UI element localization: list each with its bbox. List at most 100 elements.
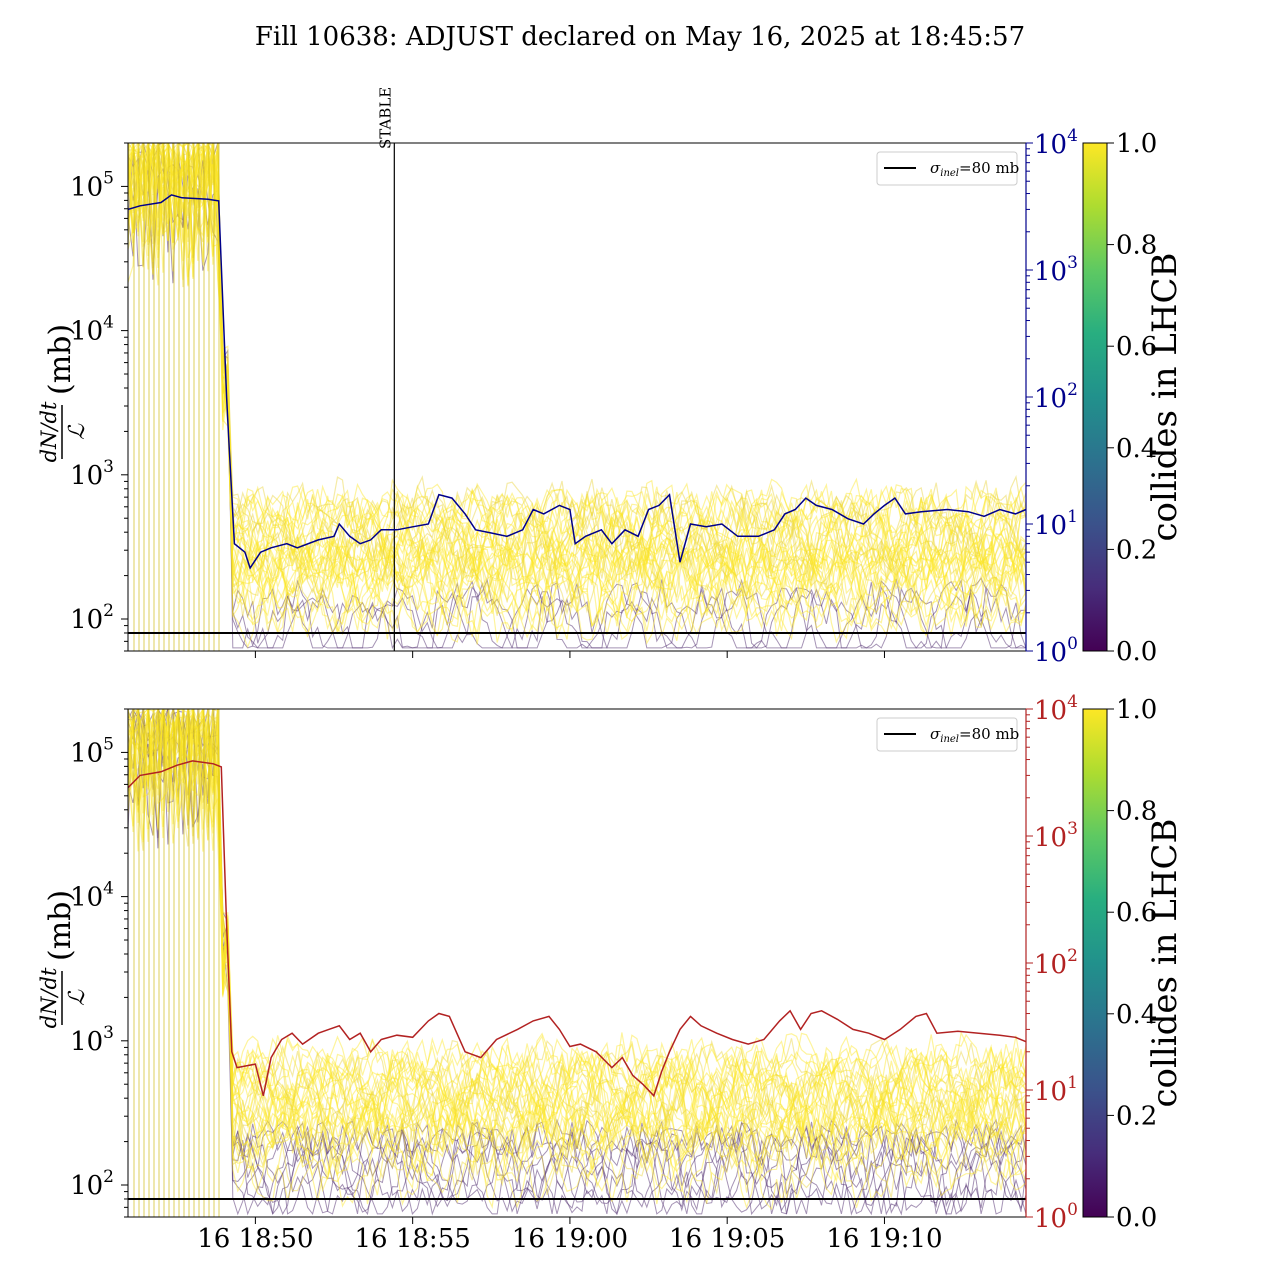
panel-top: STABLE 102 103 104 105 100 101 102 103 104 dN/d…: [37, 87, 1078, 668]
bunch-trace: [128, 144, 1026, 596]
right-axis-top: 100 101 102 103 104: [1026, 126, 1078, 668]
x-tick-label: 16 19:05: [669, 1224, 785, 1254]
y-axis-bottom: 102 103 104 105: [70, 708, 128, 1218]
bunch-trace: [128, 143, 1026, 586]
legend-text: σinel=80 mb: [930, 159, 1019, 179]
right-tick-label: 100: [1034, 1200, 1078, 1234]
bunch-trace: [128, 709, 1026, 1165]
bunch-trace: [128, 709, 1026, 1172]
legend-rest: =80 mb: [959, 725, 1019, 743]
colorbar-gradient: [1082, 142, 1108, 652]
bunch-trace: [128, 709, 1026, 1135]
bunch-trace: [128, 709, 1026, 1211]
legend-rest: =80 mb: [959, 159, 1019, 177]
right-series-firebrick: [128, 760, 1026, 1098]
bunch-trace: [128, 143, 1026, 617]
chart-title: Fill 10638: ADJUST declared on May 16, 2…: [255, 22, 1025, 52]
bunch-trace: [128, 709, 1026, 1158]
bunch-trace: [128, 143, 1026, 636]
colorbar-tick-label: 0.6: [1116, 332, 1157, 362]
x-axis-bottom: 16 18:50 16 18:55 16 19:00 16 19:05 16 19:10: [197, 1217, 943, 1254]
y-axis-top: 102 103 104 105: [70, 142, 128, 652]
legend-top: σinel=80 mb: [876, 151, 1019, 186]
legend-bottom: σinel=80 mb: [876, 717, 1019, 752]
legend-box: [876, 151, 1018, 186]
x-tick-label: 16 18:50: [197, 1224, 313, 1254]
bunch-trace: [128, 709, 1026, 1182]
bunch-trace: [128, 143, 1026, 603]
bunch-trace: [128, 709, 1026, 1152]
x-tick-label: 16 18:55: [355, 1224, 471, 1254]
bunch-trace: [128, 709, 1026, 1145]
legend-sigma: σ: [930, 159, 941, 177]
y-label-unit: (mb): [43, 324, 78, 395]
right-tick-label: 102: [1034, 946, 1078, 980]
bunch-trace: [128, 709, 1026, 1193]
bunch-trace: [128, 146, 1026, 585]
bunch-trace: [128, 709, 1026, 1216]
bunch-trace: [128, 143, 1026, 594]
colorbar-tick-label: 0.8: [1116, 797, 1157, 827]
bunch-trace: [128, 143, 1026, 581]
bunch-trace: [128, 143, 1026, 599]
right-tick-label: 103: [1034, 253, 1078, 287]
bunch-trace: [128, 143, 1026, 586]
bunch-trace: [128, 143, 1026, 638]
y-tick-label: 102: [70, 1167, 114, 1201]
colorbar-tick-label: 1.0: [1116, 129, 1157, 159]
bunch-trace: [128, 709, 1026, 1142]
colorbar-tick-label: 0.0: [1116, 637, 1157, 667]
colorbar-gradient: [1082, 708, 1108, 1218]
bunch-trace: [128, 709, 1026, 1216]
bunch-trace: [128, 709, 1026, 1216]
colorbar-tick-label: 0.4: [1116, 434, 1157, 464]
colorbar-label: collides in LHCB: [1145, 818, 1185, 1107]
bunch-trace: [128, 143, 1026, 627]
right-tick-label: 104: [1034, 692, 1078, 726]
colorbar-tick-label: 0.8: [1116, 231, 1157, 261]
bunch-trace: [128, 143, 1026, 632]
x-tick-label: 16 19:10: [826, 1224, 942, 1254]
bunch-trace: [128, 143, 1026, 613]
bunch-trace: [128, 143, 1026, 593]
colorbar-tick-label: 0.6: [1116, 898, 1157, 928]
x-tick-label: 16 19:00: [512, 1224, 628, 1254]
right-tick-label: 102: [1034, 380, 1078, 414]
colorbar-top: 0.0 0.2 0.4 0.6 0.8 1.0 collides in LHCB: [1082, 129, 1185, 667]
bunch-trace: [128, 710, 1026, 1136]
bunch-trace: [128, 709, 1026, 1186]
bunch-trace: [128, 709, 1026, 1138]
bunch-trace: [128, 143, 1026, 634]
bunch-trace: [128, 709, 1026, 1173]
bunch-trace: [128, 143, 1026, 649]
bunch-trace: [128, 709, 1026, 1148]
y-axis-label-top: dN/dt ℒ (mb): [37, 324, 90, 462]
bunch-trace: [128, 709, 1026, 1216]
right-tick-label: 101: [1034, 507, 1078, 541]
right-tick-label: 101: [1034, 1073, 1078, 1107]
bunch-trace: [128, 709, 1026, 1210]
bunch-trace: [128, 143, 1026, 609]
bunch-trace: [128, 143, 1026, 649]
y-tick-label: 105: [70, 734, 114, 768]
colorbar-bottom: 0.0 0.2 0.4 0.6 0.8 1.0 collides in LHCB: [1082, 695, 1185, 1233]
bunch-traces-top: [128, 143, 1026, 651]
legend-sub: inel: [940, 734, 959, 745]
bunch-trace: [128, 709, 1026, 1143]
bunch-trace: [128, 143, 1026, 590]
bunch-trace: [128, 709, 1026, 1159]
bunch-trace: [128, 709, 1026, 1169]
bunch-trace: [128, 143, 1026, 586]
y-label-den: ℒ: [65, 423, 90, 440]
y-axis-label-bottom: dN/dt ℒ (mb): [37, 890, 90, 1028]
bunch-trace: [128, 709, 1026, 1216]
y-tick-label: 104: [70, 313, 114, 347]
colorbar-tick-label: 0.4: [1116, 1000, 1157, 1030]
y-tick-label: 103: [70, 457, 114, 491]
colorbar-label: collides in LHCB: [1145, 252, 1185, 541]
legend-text: σinel=80 mb: [930, 725, 1019, 745]
bunch-trace: [128, 145, 1026, 649]
y-label-den: ℒ: [65, 989, 90, 1006]
bunch-trace: [128, 709, 1026, 1154]
